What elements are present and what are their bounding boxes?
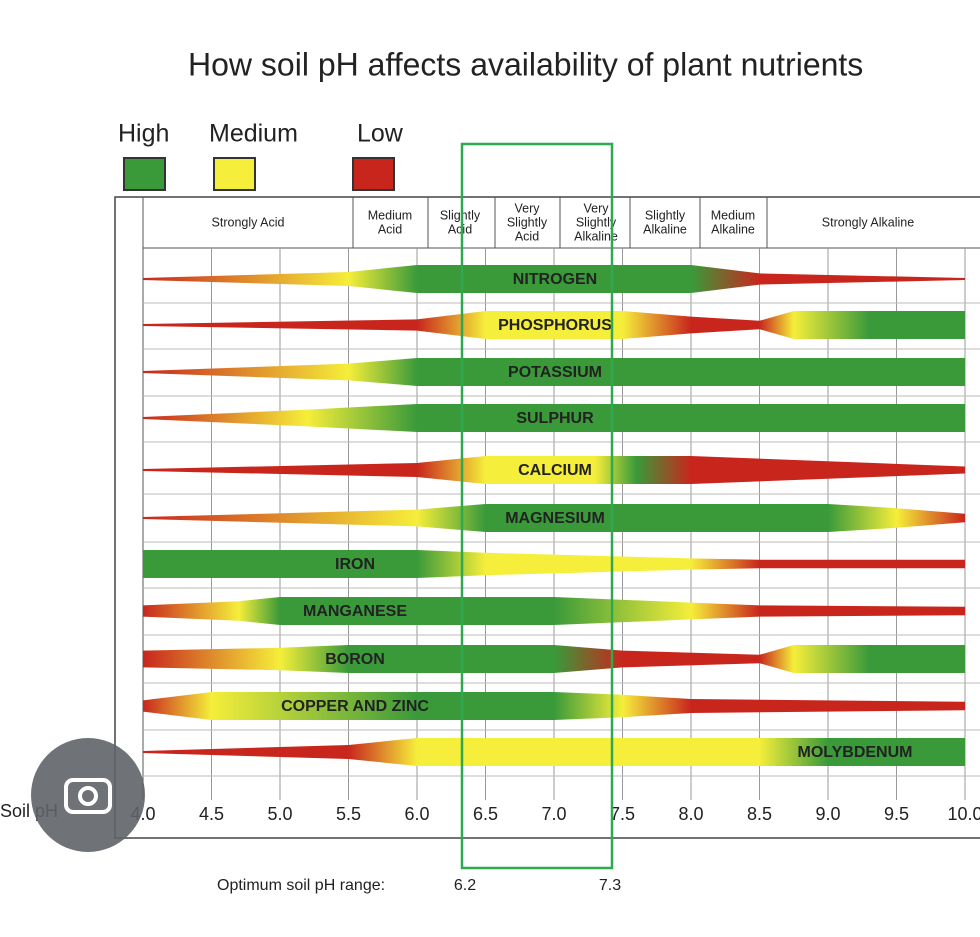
legend-swatch [352, 157, 395, 191]
tick-label: 5.5 [336, 804, 361, 824]
nutrient-label: POTASSIUM [508, 364, 602, 381]
chart-title: How soil pH affects availability of plan… [188, 46, 863, 82]
nutrient-band [143, 550, 965, 578]
tick-label: 5.0 [267, 804, 292, 824]
lens-glyph [78, 786, 98, 806]
zone-label: Medium [368, 208, 412, 222]
zone-label: Very [583, 201, 609, 215]
zone-label: Slightly [440, 208, 481, 222]
nutrient-band [143, 504, 965, 532]
zone-label: Alkaline [574, 229, 618, 243]
tick-label: 7.5 [610, 804, 635, 824]
nutrient-label: COPPER AND ZINC [281, 698, 429, 715]
nutrient-label: SULPHUR [516, 410, 594, 427]
zone-label: Medium [711, 208, 755, 222]
nutrient-label: NITROGEN [513, 271, 597, 288]
optimum-low: 6.2 [454, 877, 476, 894]
optimum-label: Optimum soil pH range: [217, 877, 385, 894]
lens-icon[interactable] [31, 738, 145, 852]
zone-label: Acid [448, 222, 472, 236]
tick-label: 7.0 [541, 804, 566, 824]
tick-label: 10.0 [947, 804, 980, 824]
zone-label: Acid [515, 229, 539, 243]
legend-swatch [213, 157, 256, 191]
nutrient-label: CALCIUM [518, 462, 592, 479]
nutrient-label: BORON [325, 651, 385, 668]
nutrient-label: IRON [335, 556, 375, 573]
zone-label: Slightly [507, 215, 548, 229]
tick-label: 8.5 [747, 804, 772, 824]
legend-label: Low [357, 120, 404, 148]
nutrient-label: MOLYBDENUM [798, 744, 913, 761]
lens-glyph [64, 778, 112, 814]
zone-label: Strongly Alkaline [822, 215, 914, 229]
zone-label: Slightly [645, 208, 686, 222]
tick-label: 9.0 [815, 804, 840, 824]
legend-swatch [123, 157, 166, 191]
nutrient-band [143, 456, 965, 484]
nutrient-band [143, 358, 965, 386]
nutrient-label: MANGANESE [303, 603, 407, 620]
zone-label: Alkaline [643, 222, 687, 236]
tick-label: 4.5 [199, 804, 224, 824]
legend-label: High [118, 120, 169, 148]
optimum-high: 7.3 [599, 877, 621, 894]
tick-label: 6.5 [473, 804, 498, 824]
zone-label: Very [514, 201, 540, 215]
tick-label: 8.0 [678, 804, 703, 824]
nutrient-label: MAGNESIUM [505, 510, 605, 527]
legend-label: Medium [209, 120, 298, 148]
zone-label: Slightly [576, 215, 617, 229]
optimum-box [460, 142, 614, 870]
zone-label: Alkaline [711, 222, 755, 236]
nutrient-band [143, 738, 965, 766]
nutrient-label: PHOSPHORUS [498, 317, 612, 334]
tick-label: 6.0 [404, 804, 429, 824]
nutrient-band [143, 597, 965, 625]
nutrient-band [143, 645, 965, 673]
zone-label: Strongly Acid [212, 215, 285, 229]
nutrient-band [143, 311, 965, 339]
nutrient-band [143, 692, 965, 720]
nutrient-band [143, 265, 965, 293]
tick-label: 9.5 [884, 804, 909, 824]
nutrient-band [143, 404, 965, 432]
zone-label: Acid [378, 222, 402, 236]
